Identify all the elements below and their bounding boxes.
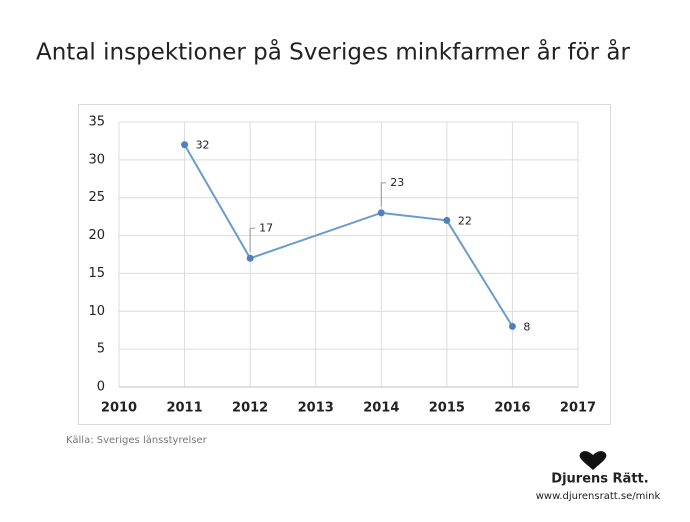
x-tick-label: 2014: [363, 401, 399, 416]
y-tick-label: 35: [88, 115, 105, 130]
marker: [508, 322, 516, 330]
x-tick-label: 2013: [298, 401, 334, 416]
x-tick-label: 2015: [429, 401, 465, 416]
marker: [181, 141, 189, 149]
data-label: 32: [196, 139, 210, 152]
data-label: 17: [259, 221, 273, 234]
y-tick-label: 0: [97, 380, 105, 395]
source: Källa: Sveriges länsstyrelser: [66, 435, 208, 446]
marker: [443, 216, 451, 224]
y-tick-label: 5: [97, 342, 105, 357]
logo-heart: [579, 451, 607, 470]
brand: Djurens Rätt.: [551, 472, 648, 487]
data-label: 23: [390, 176, 404, 189]
leader-line: [249, 227, 256, 253]
url: www.djurensratt.se/mink: [536, 491, 661, 502]
x-tick-label: 2011: [166, 401, 202, 416]
x-tick-label: 2012: [232, 401, 268, 416]
chart-frame: [78, 104, 611, 425]
y-tick-label: 30: [88, 152, 105, 167]
y-tick-label: 20: [88, 228, 105, 243]
x-tick-label: 2010: [101, 401, 137, 416]
y-tick-label: 15: [88, 266, 105, 281]
marker: [246, 254, 254, 262]
leader-line: [380, 182, 387, 207]
chart-title: Antal inspektioner på Sveriges minkfarme…: [36, 38, 631, 66]
x-tick-label: 2016: [494, 401, 530, 416]
x-tick-label: 2017: [560, 401, 596, 416]
marker: [377, 209, 385, 217]
y-tick-label: 10: [88, 304, 105, 319]
data-label: 8: [523, 320, 530, 333]
y-tick-label: 25: [88, 190, 105, 205]
data-label: 22: [458, 214, 472, 227]
